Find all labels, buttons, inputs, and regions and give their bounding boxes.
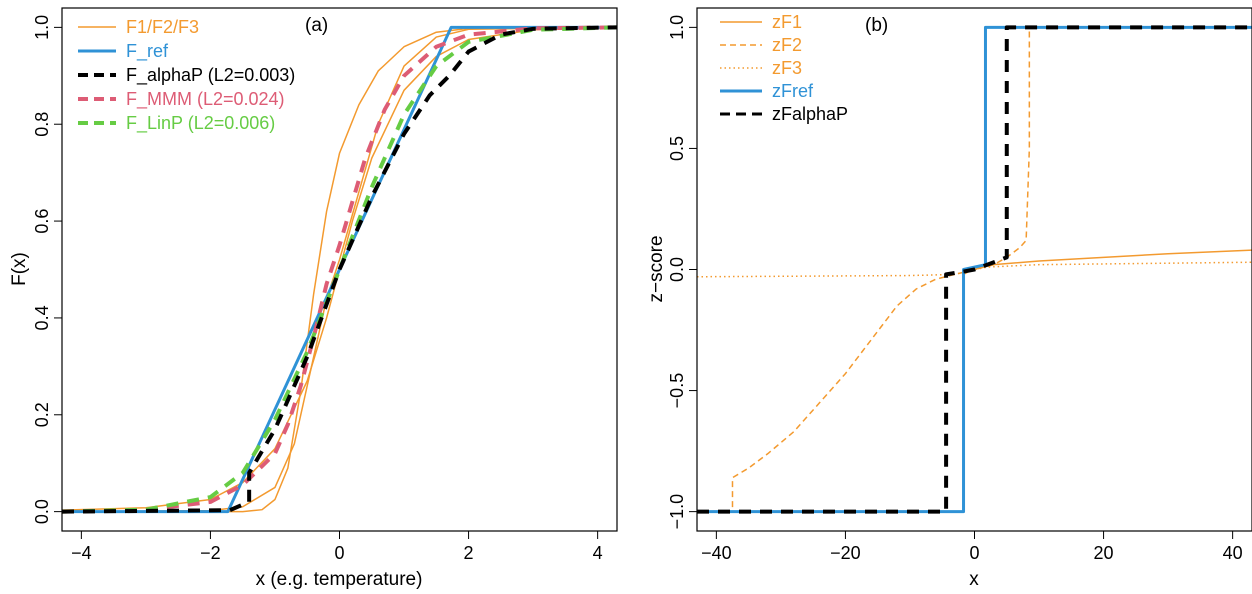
panel-b-y-tick-label: −0.5 [667,373,687,409]
panel-a-legend-label-1: F_ref [126,41,169,62]
panel-b-legend-label-2: zF3 [772,58,802,78]
panel-b-legend-label-0: zF1 [772,12,802,32]
panel-a-axes: −4 −2 0 2 4 0.0 0.2 0.4 0.6 0.8 1.0 [32,15,603,563]
panel-b-axes: −40 −20 0 20 40 −1.0 −0.5 0.0 0.5 1.0 [667,15,1243,563]
panel-b-x-tick-label: 0 [969,543,979,563]
panel-a-y-tick-label: 0.2 [32,402,52,427]
panel-a-x-tick-label: 4 [593,543,603,563]
panel-b-series-line-1 [697,249,1252,513]
panel-b-series-line-4 [697,25,1252,514]
panel-b-y-tick-label: 0.0 [667,257,687,282]
panel-b-x-tick-label: −20 [830,543,861,563]
panel-a-x-tick-label: −2 [200,543,221,563]
panel-a-label: (a) [305,15,328,36]
panel-a-y-tick-label: 0.8 [32,112,52,137]
panel-a-legend-label-0: F1/F2/F3 [126,17,199,37]
panel-a-series-line-4 [62,25,617,514]
panel-a-ylabel: F(x) [9,252,30,286]
panel-b-y-tick-label: −1.0 [667,494,687,530]
panel-b-x-tick-label: 40 [1223,543,1243,563]
panel-a-legend-label-4: F_LinP (L2=0.006) [126,113,275,134]
panel-b-legend-label-3: zFref [772,81,814,101]
panel-a-y-tick-label: 1.0 [32,15,52,40]
panel-b-series-line-2 [697,26,1252,513]
panel-b-legend: zF1 zF2 zF3 zFref zFalphaP [720,12,848,124]
panel-a-xlabel: x (e.g. temperature) [256,569,423,590]
panel-a: −4 −2 0 2 4 0.0 0.2 0.4 0.6 0.8 1.0 (a) F1/F2/F3 F_… [9,7,618,590]
panel-b-xlabel: x [969,569,979,590]
panel-a-series-line-0 [62,26,617,513]
panel-b-legend-label-1: zF2 [772,35,802,55]
panel-b-ylabel: z−score [646,235,667,302]
panel-a-y-tick-label: 0.4 [32,305,52,330]
panel-b: −40 −20 0 20 40−1.0−0.50.00.51.0 (b) zF1zF2z… [646,7,1252,590]
panel-b-y-tick-label: 1.0 [667,15,687,40]
panel-b-series-line-0 [697,261,1252,278]
panel-a-x-tick-label: 0 [334,543,344,563]
panel-b-x-tick-label: −40 [701,543,732,563]
panel-a-legend-label-2: F_alphaP (L2=0.003) [126,65,295,86]
panel-a-series-line-6 [62,25,617,514]
panel-a-series-line-2 [62,26,617,513]
panel-a-y-tick-label: 0.6 [32,209,52,234]
panel-b-x-tick-label: 20 [1094,543,1114,563]
panel-a-legend: F1/F2/F3 F_ref F_alphaP (L2=0.003) F_MMM (L… [78,17,295,134]
panel-a-x-tick-label: 2 [464,543,474,563]
panel-a-legend-label-3: F_MMM (L2=0.024) [126,89,285,110]
panel-a-series [62,25,617,514]
panel-b-y-tick-label: 0.5 [667,136,687,161]
panel-b-series [697,25,1252,514]
panel-b-legend-label-4: zFalphaP [772,104,848,124]
panel-a-series-line-5 [62,25,617,514]
panel-b-label: (b) [865,15,888,36]
panel-a-x-tick-label: −4 [71,543,92,563]
panel-a-y-tick-label: 0.0 [32,499,52,524]
